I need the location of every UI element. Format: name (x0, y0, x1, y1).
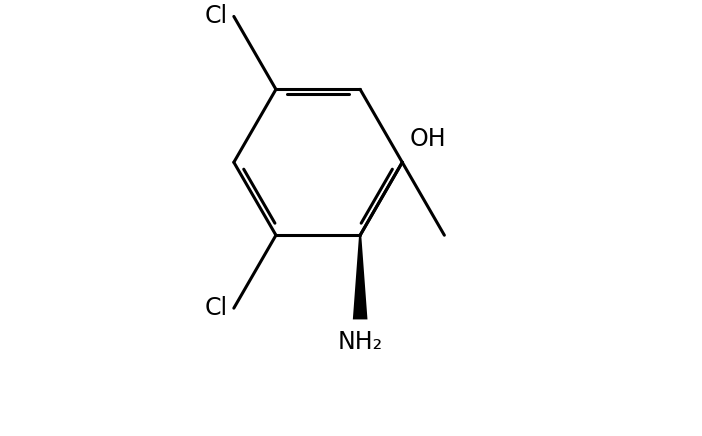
Text: Cl: Cl (205, 296, 228, 320)
Polygon shape (353, 235, 367, 320)
Text: OH: OH (409, 127, 446, 151)
Text: Cl: Cl (205, 4, 228, 28)
Text: NH₂: NH₂ (338, 330, 383, 354)
